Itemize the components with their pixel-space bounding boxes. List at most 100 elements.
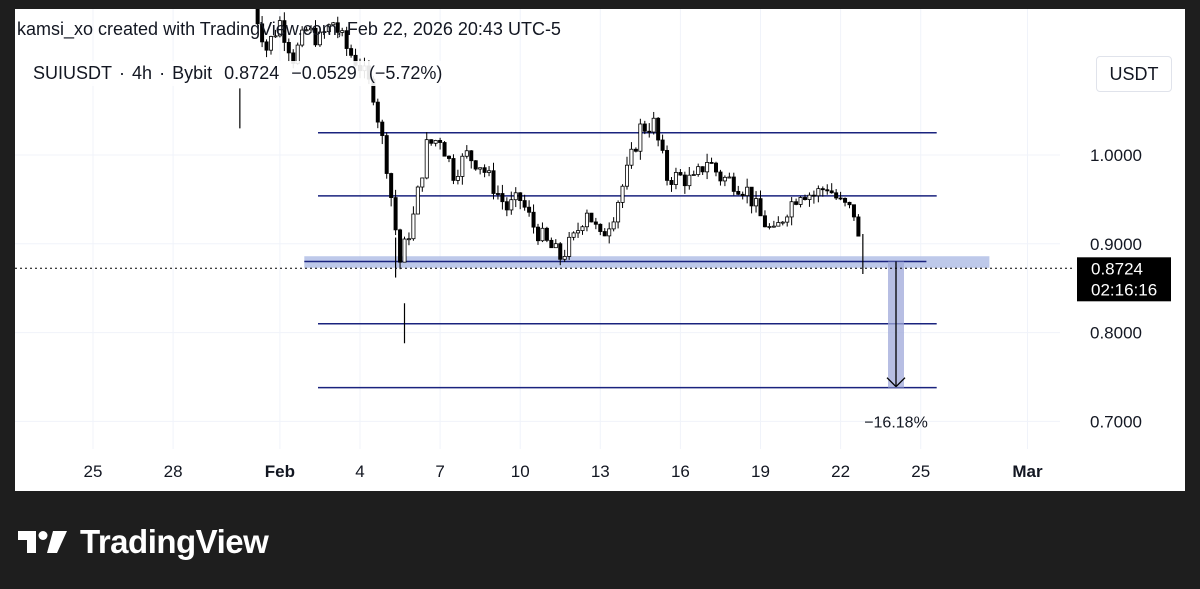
x-axis-tick-label: 13 (591, 462, 610, 481)
candle-body (429, 139, 434, 144)
candle-body (455, 176, 460, 181)
x-axis-tick-label: 4 (355, 462, 364, 481)
candle-body (424, 139, 429, 179)
candle-body (602, 231, 607, 237)
candle-body (540, 227, 545, 242)
candle-body (789, 201, 794, 218)
candle-body (665, 150, 670, 181)
candle-body (349, 48, 354, 56)
x-axis-tick-label: 25 (911, 462, 930, 481)
y-axis-tick-label: 0.8000 (1090, 324, 1142, 343)
candle-body (384, 135, 389, 174)
candle-body (420, 177, 425, 188)
candle-body (593, 221, 598, 225)
y-axis-tick-label: 1.0000 (1090, 146, 1142, 165)
candle-body (527, 206, 532, 213)
candle-body (611, 221, 616, 230)
candle-body (642, 123, 647, 132)
candle-body (513, 192, 518, 201)
current-price-value: 0.8724 (1091, 259, 1143, 278)
chart-frame: −16.18% 1.0000 0.9000 0.8000 0.7000 0.8724 02… (15, 9, 1185, 491)
candle-body (536, 226, 541, 242)
candle-body (607, 228, 612, 237)
candle-body (344, 30, 349, 49)
candle-body (504, 201, 509, 211)
candle-body (553, 243, 558, 249)
candle-body (673, 172, 678, 185)
candle-body (544, 227, 549, 241)
candle-body (834, 192, 839, 199)
candle-body (576, 230, 581, 234)
candle-body (682, 174, 687, 187)
candle-body (549, 239, 554, 249)
candle-body (433, 140, 438, 144)
symbol-legend[interactable]: SUIUSDT · 4h · Bybit 0.8724 −0.0529 (−5.… (29, 61, 449, 86)
candle-body (322, 31, 327, 34)
candle-body (727, 176, 732, 179)
candle-body (482, 167, 487, 173)
candle-body (838, 197, 843, 200)
candle-body (758, 198, 763, 217)
candle-body (754, 198, 759, 207)
candle-body (317, 31, 322, 46)
candle-body (714, 162, 719, 173)
candle-body (709, 162, 714, 164)
x-axis-tick-label: 10 (511, 462, 530, 481)
candle-body (286, 42, 291, 54)
candle-body (736, 191, 741, 195)
candle-body (651, 117, 656, 133)
candle-body (691, 174, 696, 176)
candle-body (571, 232, 576, 238)
candle-body (460, 155, 465, 177)
candle-body (398, 229, 403, 263)
candle-body (825, 189, 830, 192)
candle-body (331, 22, 336, 26)
candle-body (620, 185, 625, 203)
candle-body (273, 35, 278, 38)
currency-button[interactable]: USDT (1096, 56, 1172, 92)
candle-body (567, 236, 572, 257)
candle-body (629, 148, 634, 166)
candle-body (785, 216, 790, 223)
candle-body (580, 226, 585, 232)
candle-body (402, 238, 407, 263)
candle-body (531, 211, 536, 228)
candle-body (380, 121, 385, 136)
candle-body (625, 164, 630, 187)
candle-body (277, 20, 282, 37)
candle-body (811, 194, 816, 197)
candle-body (438, 140, 443, 143)
x-axis-tick-label: 22 (831, 462, 850, 481)
candle-body (851, 204, 856, 218)
chart-canvas[interactable]: −16.18% 1.0000 0.9000 0.8000 0.7000 0.8724 02… (15, 9, 1185, 491)
current-price-label (1077, 257, 1171, 302)
candle-body (300, 29, 305, 46)
legend-separator: · (119, 63, 126, 83)
candle-body (491, 170, 496, 194)
candle-body (705, 162, 710, 173)
candle-body (803, 197, 808, 200)
candle-body (464, 150, 469, 157)
candle-body (633, 148, 638, 152)
candle-body (255, 9, 260, 25)
candle-body (500, 193, 505, 203)
candle-body (415, 186, 420, 215)
candle-body (816, 188, 821, 197)
candle-body (264, 41, 269, 51)
tradingview-brand: TradingView (18, 522, 269, 562)
candle-body (389, 173, 394, 198)
candle-body (700, 166, 705, 173)
candle-body (678, 172, 683, 176)
candle-body (616, 202, 621, 223)
x-axis-tick-label: 16 (671, 462, 690, 481)
candle-body (780, 221, 785, 224)
y-axis-tick-label: 0.9000 (1090, 235, 1142, 254)
candle-body (260, 23, 265, 43)
candle-body (843, 197, 848, 203)
candle-body (696, 166, 701, 175)
y-axis-tick-label: 0.7000 (1090, 412, 1142, 431)
candle-body (304, 29, 309, 32)
candle-body (794, 201, 799, 205)
candle-body (647, 130, 652, 133)
measure-arrow-head (886, 377, 897, 388)
